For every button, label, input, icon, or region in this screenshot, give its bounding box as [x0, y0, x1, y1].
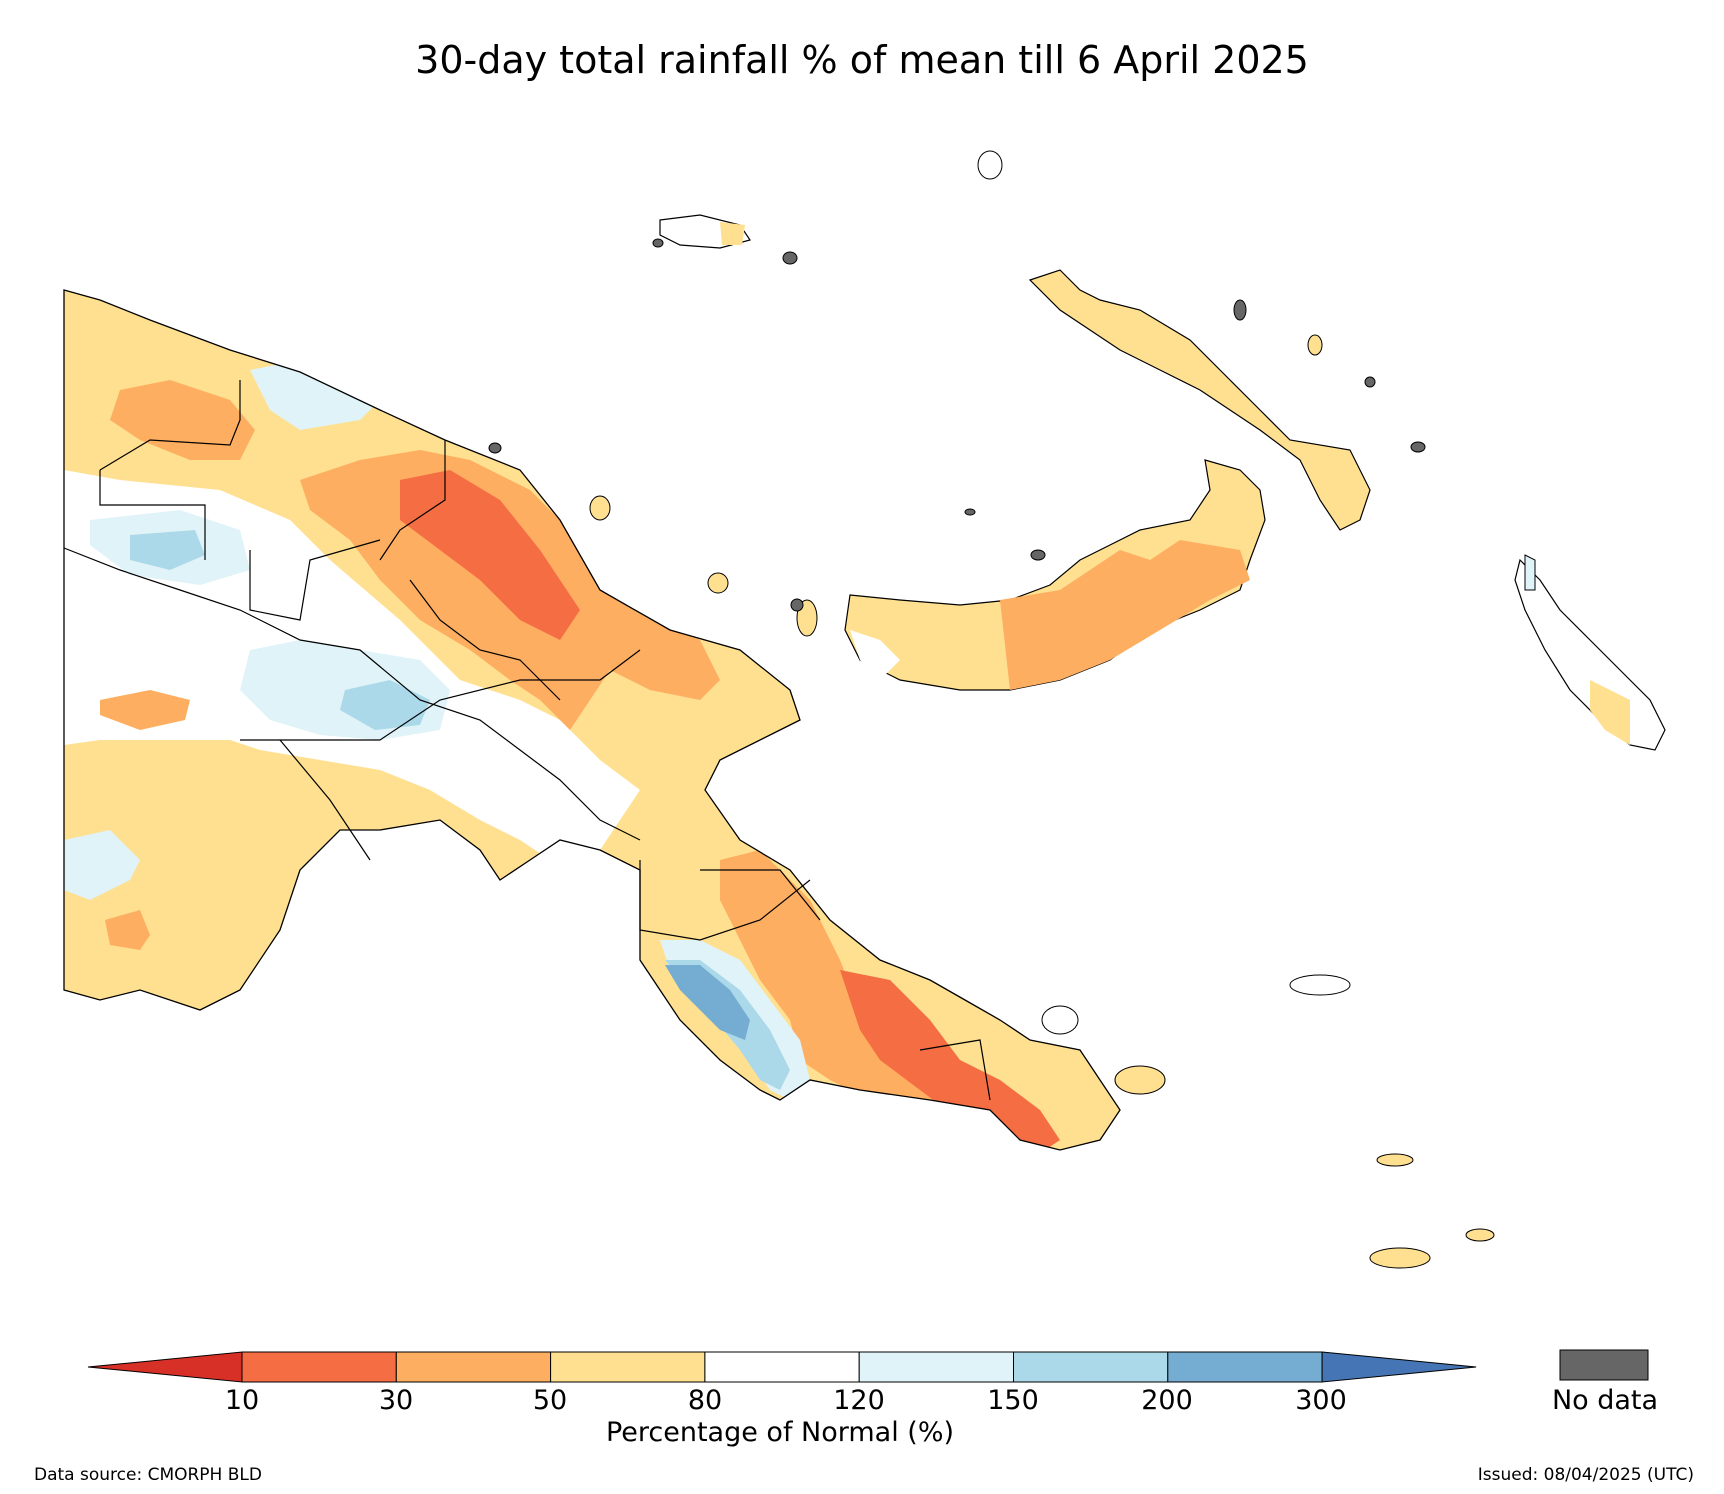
island-bougainville: [1514, 558, 1666, 751]
colorbar-segment: [858, 1351, 1015, 1383]
colorbar: [87, 1351, 1477, 1383]
colorbar-tick: 300: [1295, 1385, 1347, 1416]
page-title: 30-day total rainfall % of mean till 6 A…: [415, 38, 1309, 82]
colorbar-segment: [1013, 1351, 1169, 1383]
province-boundaries: [63, 380, 991, 1101]
issued-date: Issued: 08/04/2025 (UTC): [1477, 1465, 1694, 1485]
small-islands: [488, 150, 1495, 1269]
colorbar-segment: [1167, 1351, 1323, 1383]
mainland-fields: [64, 290, 1120, 1150]
colorbar-segment: [241, 1351, 397, 1383]
colorbar-tick: 80: [687, 1385, 723, 1416]
data-source: Data source: CMORPH BLD: [34, 1465, 262, 1485]
island-new-ireland: [1028, 269, 1371, 531]
island-new-britain: [844, 459, 1266, 691]
colorbar-tick: 150: [987, 1385, 1039, 1416]
colorbar-tick: 120: [833, 1385, 885, 1416]
colorbar-tick: 200: [1141, 1385, 1193, 1416]
colorbar-segment: [395, 1351, 552, 1383]
colorbar-extend-high: [1321, 1351, 1477, 1383]
colorbar-tick: 10: [224, 1385, 260, 1416]
colorbar-tick: 50: [532, 1385, 568, 1416]
colorbar-segment: [550, 1351, 706, 1383]
colorbar-label: Percentage of Normal (%): [605, 1417, 955, 1448]
mainland-outline: [63, 289, 1121, 1151]
colorbar-segment: [704, 1351, 860, 1383]
colorbar-extend-low: [87, 1351, 243, 1383]
nodata-swatch: [1559, 1349, 1649, 1381]
colorbar-tick: 30: [378, 1385, 414, 1416]
nodata-label: No data: [1551, 1385, 1659, 1416]
